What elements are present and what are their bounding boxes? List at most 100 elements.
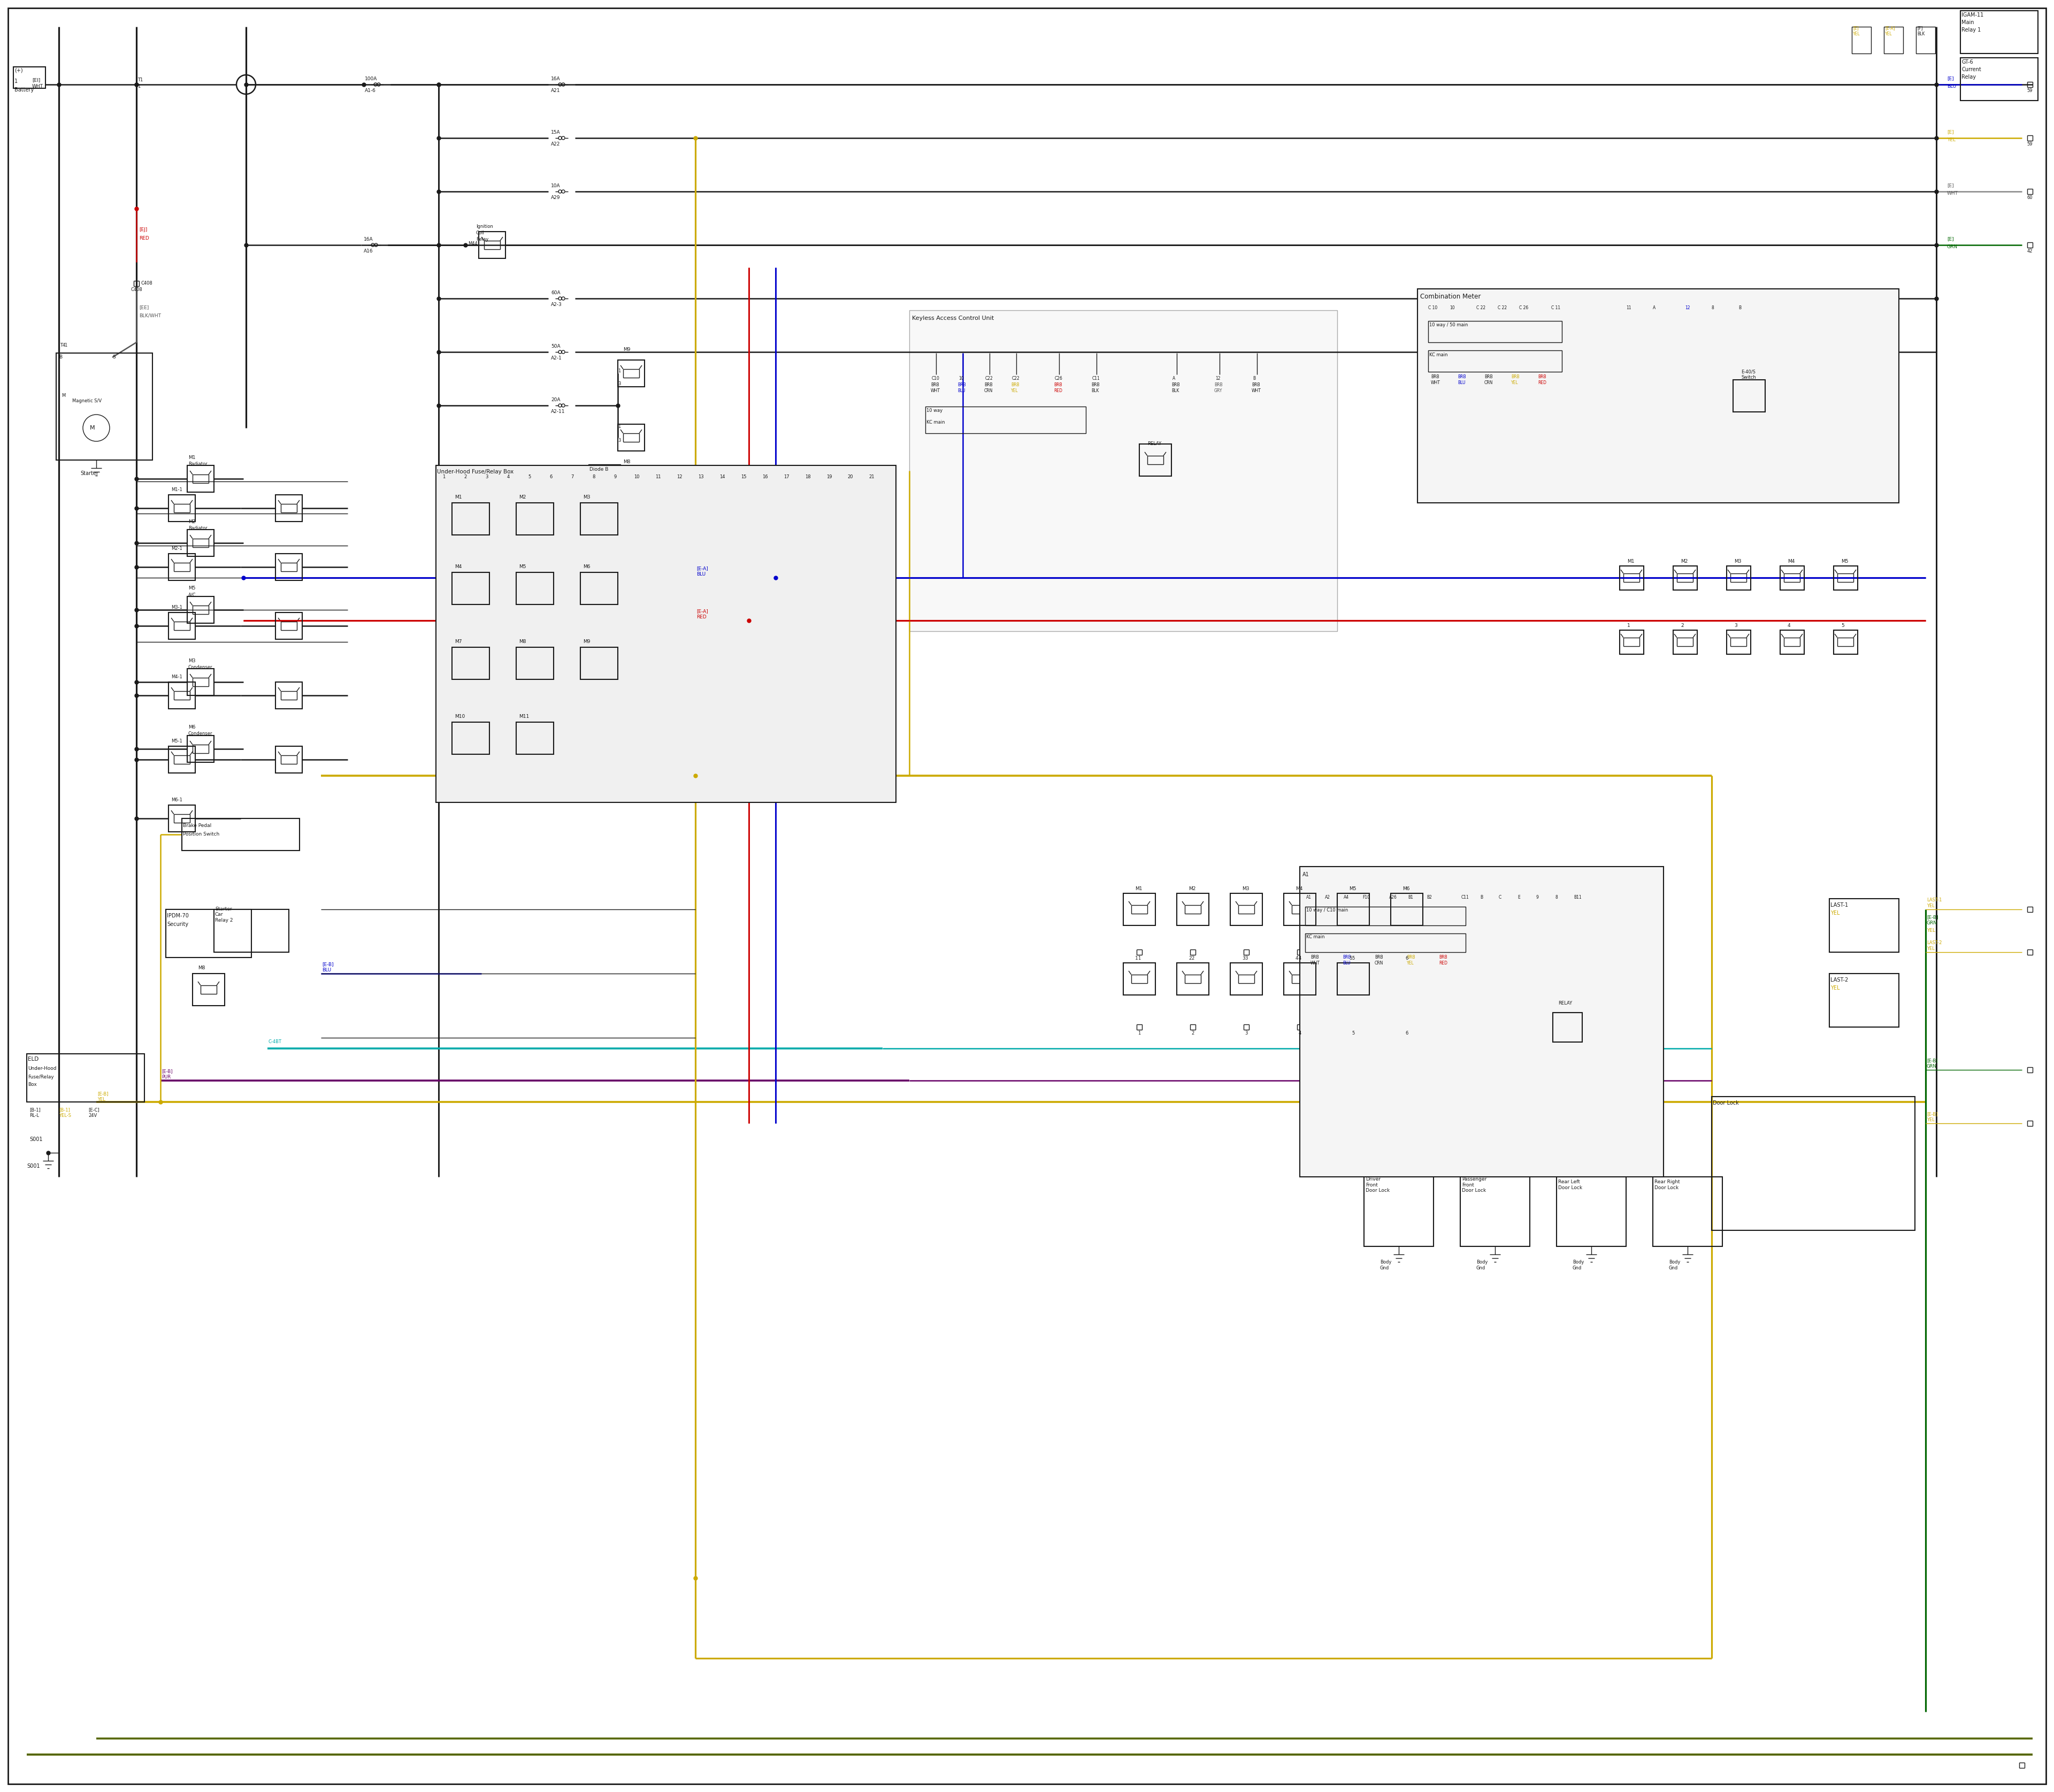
- Text: Rear Left
Door Lock: Rear Left Door Lock: [1559, 1179, 1582, 1190]
- Text: BRB
BLU: BRB BLU: [1458, 375, 1467, 385]
- Text: C 11: C 11: [1551, 305, 1561, 310]
- Text: 3: 3: [618, 382, 620, 387]
- Bar: [168, 805, 195, 831]
- Bar: [187, 597, 214, 624]
- Text: 5: 5: [528, 475, 530, 480]
- Text: E: E: [1518, 896, 1520, 900]
- Text: M8: M8: [622, 459, 631, 464]
- Text: M10: M10: [454, 715, 464, 719]
- Bar: [1557, 1177, 1627, 1247]
- Text: IGAM-11: IGAM-11: [1962, 13, 1984, 18]
- Text: 9: 9: [614, 475, 616, 480]
- Text: YEL: YEL: [1830, 910, 1840, 916]
- Bar: [27, 1054, 144, 1102]
- Text: C408: C408: [140, 281, 152, 287]
- Bar: [193, 973, 224, 1005]
- Bar: [187, 466, 214, 493]
- Text: 1: 1: [64, 342, 68, 348]
- Text: 1: 1: [1138, 1030, 1140, 1036]
- Text: M2: M2: [520, 495, 526, 500]
- Bar: [516, 722, 555, 754]
- Text: YEL: YEL: [1830, 986, 1840, 991]
- Text: 4: 4: [1296, 957, 1298, 961]
- Bar: [1781, 566, 1803, 590]
- Bar: [1284, 894, 1317, 925]
- Bar: [516, 647, 555, 679]
- Bar: [479, 231, 505, 258]
- Text: WHT: WHT: [33, 84, 43, 90]
- Bar: [581, 572, 618, 604]
- Text: T1: T1: [138, 77, 144, 82]
- Text: M2: M2: [1680, 559, 1688, 564]
- Text: Position Switch: Position Switch: [183, 831, 220, 837]
- Bar: [1177, 962, 1210, 995]
- Text: [E-B]
GRN: [E-B] GRN: [1927, 916, 1939, 925]
- Text: M11: M11: [520, 715, 530, 719]
- Text: M2-1: M2-1: [170, 547, 183, 550]
- Bar: [1781, 631, 1803, 654]
- Text: GT-6: GT-6: [1962, 59, 1974, 65]
- Text: M6: M6: [1403, 887, 1409, 891]
- Text: 3: 3: [1734, 624, 1738, 629]
- Text: 16A: 16A: [550, 77, 561, 81]
- Text: [F]
BLK: [F] BLK: [1916, 25, 1925, 36]
- Text: A1-6: A1-6: [366, 88, 376, 93]
- Bar: [1884, 27, 1904, 54]
- Text: Under-Hood Fuse/Relay Box: Under-Hood Fuse/Relay Box: [438, 470, 514, 475]
- Text: 12: 12: [1684, 305, 1690, 310]
- Text: 10 way: 10 way: [926, 409, 943, 414]
- Text: Body
Gnd: Body Gnd: [1477, 1260, 1487, 1271]
- Text: E-40/S
Switch: E-40/S Switch: [1742, 369, 1756, 380]
- Text: A2: A2: [1325, 896, 1331, 900]
- Text: BRB
YEL: BRB YEL: [1512, 375, 1520, 385]
- Text: LAST-1
YEL: LAST-1 YEL: [1927, 898, 1941, 909]
- Text: [E-B]
YEL: [E-B] YEL: [97, 1091, 109, 1102]
- Text: M6: M6: [583, 564, 589, 570]
- Bar: [168, 554, 195, 581]
- Text: BRB
YEL: BRB YEL: [1407, 955, 1415, 966]
- Text: RED: RED: [140, 235, 150, 240]
- Text: KC main: KC main: [1306, 935, 1325, 939]
- Text: [EI]: [EI]: [33, 77, 41, 82]
- Text: M2: M2: [189, 520, 195, 523]
- Text: Magnetic S/V: Magnetic S/V: [72, 400, 103, 403]
- Text: Under-Hood: Under-Hood: [29, 1066, 55, 1072]
- Text: A2-1: A2-1: [550, 357, 563, 360]
- Text: 2: 2: [464, 475, 466, 480]
- Bar: [910, 310, 1337, 631]
- Bar: [452, 572, 489, 604]
- Text: S001: S001: [27, 1163, 39, 1168]
- Text: C11: C11: [1093, 376, 1101, 382]
- Text: 4: 4: [507, 475, 509, 480]
- Text: 12: 12: [676, 475, 682, 480]
- Text: M3: M3: [1734, 559, 1742, 564]
- Text: [E]: [E]: [1947, 77, 1953, 81]
- Text: 16: 16: [762, 475, 768, 480]
- Text: [E]: [E]: [1947, 183, 1953, 188]
- Text: 14: 14: [719, 475, 725, 480]
- Bar: [55, 353, 152, 461]
- Text: B: B: [60, 355, 62, 360]
- Bar: [1304, 934, 1467, 952]
- Text: 42: 42: [2027, 249, 2033, 254]
- Text: C26: C26: [1056, 376, 1062, 382]
- Text: M6-1: M6-1: [170, 797, 183, 803]
- Text: [EJ]: [EJ]: [140, 228, 148, 233]
- Text: BRB
CRN: BRB CRN: [1485, 375, 1493, 385]
- Bar: [618, 425, 645, 452]
- Text: LAST-1: LAST-1: [1830, 903, 1849, 909]
- Text: Condenser: Condenser: [189, 665, 214, 670]
- Text: M1-1: M1-1: [170, 487, 183, 491]
- Text: 11: 11: [655, 475, 661, 480]
- Text: LAST-2: LAST-2: [1830, 977, 1849, 982]
- Text: BRB
WHT: BRB WHT: [1251, 383, 1261, 392]
- Text: 1: 1: [1627, 624, 1631, 629]
- Text: C22: C22: [1013, 376, 1021, 382]
- Bar: [275, 745, 302, 772]
- Text: Brake Pedal: Brake Pedal: [183, 823, 212, 828]
- Bar: [1140, 444, 1171, 477]
- Text: M7: M7: [454, 640, 462, 645]
- Text: Box: Box: [29, 1082, 37, 1088]
- Bar: [1711, 1097, 1914, 1231]
- Text: Security: Security: [166, 921, 189, 926]
